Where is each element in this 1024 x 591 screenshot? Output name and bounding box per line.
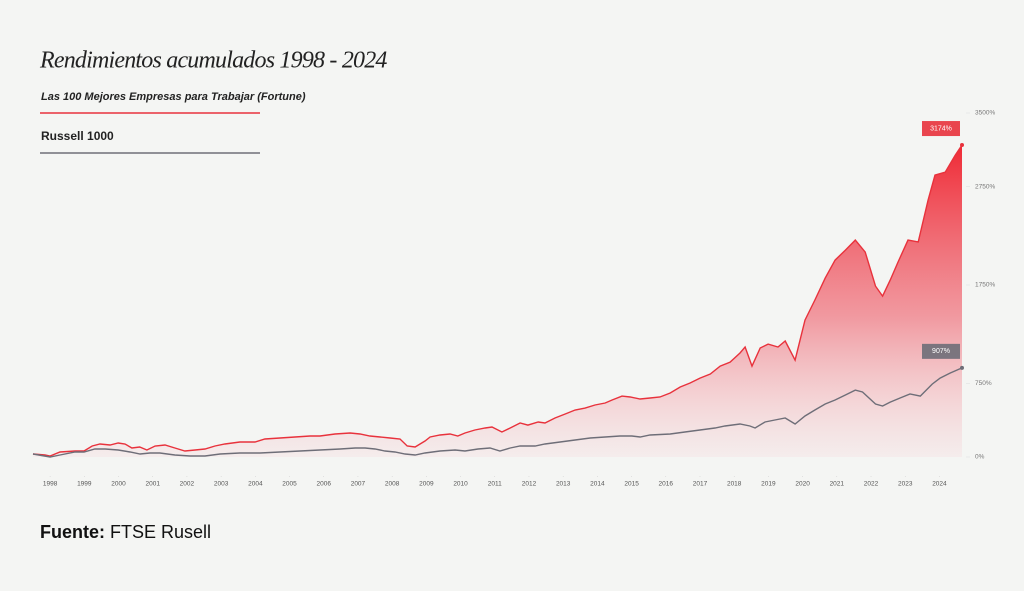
chart-title: Rendimientos acumulados 1998 - 2024 (39, 48, 387, 74)
x-tick-label: 2001 (145, 481, 160, 488)
x-tick-label: 1998 (43, 481, 58, 488)
legend-label: Las 100 Mejores Empresas para Trabajar (… (41, 91, 306, 103)
area (33, 145, 962, 457)
x-tick-label: 2013 (556, 481, 571, 488)
x-tick-label: 2014 (590, 481, 605, 488)
x-tick-label: 2009 (419, 481, 434, 488)
value-label-box (922, 121, 960, 137)
x-tick-label: 1999 (77, 481, 92, 488)
source: Fuente: FTSE Rusell (40, 522, 211, 542)
x-tick-label: 2004 (248, 481, 263, 488)
x-tick-label: 2021 (830, 481, 845, 488)
x-tick-label: 2000 (111, 481, 126, 488)
x-tick-label: 2006 (317, 481, 332, 488)
y-tick-label: 2750% (975, 183, 995, 190)
value-label: 3174% (930, 125, 952, 132)
value-label-box (922, 343, 960, 359)
y-tick-label: 1750% (975, 282, 995, 289)
line (32, 144, 963, 457)
x-tick-label: 2008 (385, 481, 400, 488)
x-tick-label: 2002 (180, 481, 195, 488)
x-tick-label: 2005 (282, 481, 297, 488)
legend-label: Russell 1000 (41, 129, 114, 143)
x-tick-label: 2003 (214, 481, 229, 488)
x-tick-label: 2020 (795, 481, 810, 488)
x-tick-label: 2007 (351, 481, 366, 488)
x-tick-label: 2017 (693, 481, 708, 488)
value-label: 907% (932, 348, 950, 355)
x-tick-label: 2012 (522, 481, 537, 488)
y-tick-label: 750% (975, 380, 992, 387)
line (32, 367, 963, 458)
x-tick-label: 2022 (864, 481, 879, 488)
end-point (960, 143, 964, 148)
x-tick-label: 2015 (624, 481, 639, 488)
x-tick-label: 2019 (761, 481, 776, 488)
y-tick-label: 0% (975, 454, 985, 461)
end-point (960, 365, 964, 370)
y-tick-label: 3500% (975, 110, 995, 117)
x-tick-label: 2011 (488, 481, 502, 488)
x-tick-label: 2024 (932, 481, 947, 488)
x-tick-label: 2016 (659, 481, 674, 488)
source-text: FTSE Rusell (110, 522, 211, 542)
x-tick-label: 2023 (898, 481, 913, 488)
x-tick-label: 2018 (727, 481, 742, 488)
x-tick-label: 2010 (453, 481, 468, 488)
source-label: Fuente: (40, 522, 105, 542)
